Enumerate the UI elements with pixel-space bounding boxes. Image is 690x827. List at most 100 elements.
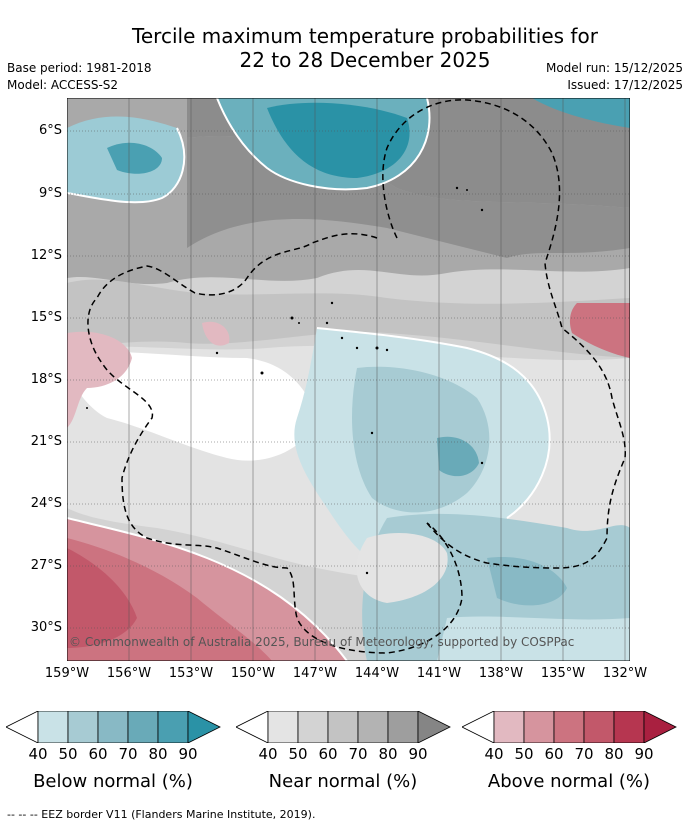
lon-label: 156°W [106, 666, 152, 681]
tick-label: 60 [88, 745, 108, 763]
lat-label: 30°S [30, 620, 62, 635]
lon-label: 159°W [44, 666, 90, 681]
tick-label: 70 [348, 745, 368, 763]
island [365, 571, 369, 575]
near-normal-south-pocket [356, 533, 448, 603]
lat-label: 24°S [30, 496, 62, 511]
above-normal-west [67, 331, 132, 428]
title-line-1: Tercile maximum temperature probabilitie… [132, 24, 598, 48]
below-swatch-5 [157, 711, 189, 743]
eez-footer-note: -- -- -- EEZ border V11 (Flanders Marine… [7, 808, 316, 821]
lat-label: 12°S [30, 248, 62, 263]
below-swatch-0 [6, 711, 39, 743]
tick-label: 60 [318, 745, 338, 763]
title-line-2: 22 to 28 December 2025 [239, 48, 491, 72]
near-swatch-1 [267, 711, 299, 743]
above-normal-west-spot [202, 321, 230, 346]
above-swatch-5 [613, 711, 645, 743]
graticule-meridians [128, 98, 626, 661]
above-swatch-3 [553, 711, 585, 743]
tick-label: 90 [634, 745, 654, 763]
lat-label: 21°S [30, 434, 62, 449]
contour-line-north-centre [216, 98, 431, 191]
above-normal-colorbar [462, 711, 677, 743]
map-canvas: © Commonwealth of Australia 2025, Bureau… [67, 98, 630, 661]
island [340, 336, 344, 340]
below-normal-north-centre-core [267, 102, 410, 178]
tick-label: 90 [408, 745, 428, 763]
below-normal-north-west-core [107, 142, 162, 174]
meta-left: Base period: 1981-2018 Model: ACCESS-S2 [7, 60, 152, 94]
tick-label: 80 [378, 745, 398, 763]
below-normal-label: Below normal (%) [33, 771, 193, 792]
no-dominant-region [67, 351, 317, 461]
model-run: Model run: 15/12/2025 [545, 61, 683, 75]
island [330, 301, 334, 305]
meta-right: Model run: 15/12/2025 Issued: 17/12/2025 [546, 60, 683, 94]
model-name: Model: ACCESS-S2 [7, 78, 119, 92]
island [480, 208, 484, 212]
above-normal-south-west-core [67, 548, 137, 648]
island [375, 346, 379, 350]
map-title: Tercile maximum temperature probabilitie… [95, 24, 635, 72]
tick-label: 80 [148, 745, 168, 763]
lon-label: 135°W [540, 666, 586, 681]
near-swatch-6 [417, 711, 451, 743]
eez-border-east [382, 99, 626, 569]
near-swatch-2 [297, 711, 329, 743]
contour-line-south-west [67, 517, 348, 661]
above-swatch-2 [523, 711, 555, 743]
near-normal-colorbar [236, 711, 451, 743]
lon-label: 144°W [354, 666, 400, 681]
lon-label: 138°W [478, 666, 524, 681]
above-normal-label: Above normal (%) [487, 771, 651, 792]
above-swatch-0 [462, 711, 495, 743]
issued-date: Issued: 17/12/2025 [567, 78, 683, 92]
below-swatch-2 [67, 711, 99, 743]
above-normal-east [569, 303, 630, 358]
graticule [67, 130, 630, 629]
tick-label: 60 [544, 745, 564, 763]
island [260, 371, 264, 375]
below-swatch-1 [37, 711, 69, 743]
tick-label: 40 [484, 745, 504, 763]
island [325, 321, 329, 325]
island [455, 186, 459, 190]
lon-label: 150°W [230, 666, 276, 681]
below-normal-south-east-core [487, 557, 567, 606]
island [480, 461, 484, 465]
above-swatch-1 [493, 711, 525, 743]
contour-line-centre [316, 327, 551, 519]
tick-label: 80 [604, 745, 624, 763]
tick-label: 50 [58, 745, 78, 763]
lat-label: 6°S [38, 123, 62, 138]
island [215, 351, 219, 355]
lon-label: 147°W [292, 666, 338, 681]
below-normal-70-centre [437, 436, 479, 477]
below-swatch-6 [187, 711, 221, 743]
tick-label: 50 [288, 745, 308, 763]
near-normal-label: Near normal (%) [268, 771, 418, 792]
near-swatch-3 [327, 711, 359, 743]
above-swatch-4 [583, 711, 615, 743]
island [298, 322, 300, 324]
island [370, 431, 374, 435]
near-swatch-0 [236, 711, 269, 743]
below-normal-south-edge [437, 616, 630, 661]
tick-label: 50 [514, 745, 534, 763]
below-normal-colorbar [6, 711, 221, 743]
island [466, 189, 468, 191]
copyright-text: © Commonwealth of Australia 2025, Bureau… [69, 635, 574, 649]
island [86, 407, 88, 409]
island [355, 346, 359, 350]
lat-label: 27°S [30, 558, 62, 573]
tick-label: 70 [118, 745, 138, 763]
lon-label: 153°W [168, 666, 214, 681]
tick-label: 70 [574, 745, 594, 763]
near-swatch-5 [387, 711, 419, 743]
lon-label: 132°W [602, 666, 648, 681]
tick-label: 40 [258, 745, 278, 763]
islands [86, 186, 484, 575]
base-period: Base period: 1981-2018 [7, 61, 152, 75]
below-normal-north-east [532, 98, 630, 128]
